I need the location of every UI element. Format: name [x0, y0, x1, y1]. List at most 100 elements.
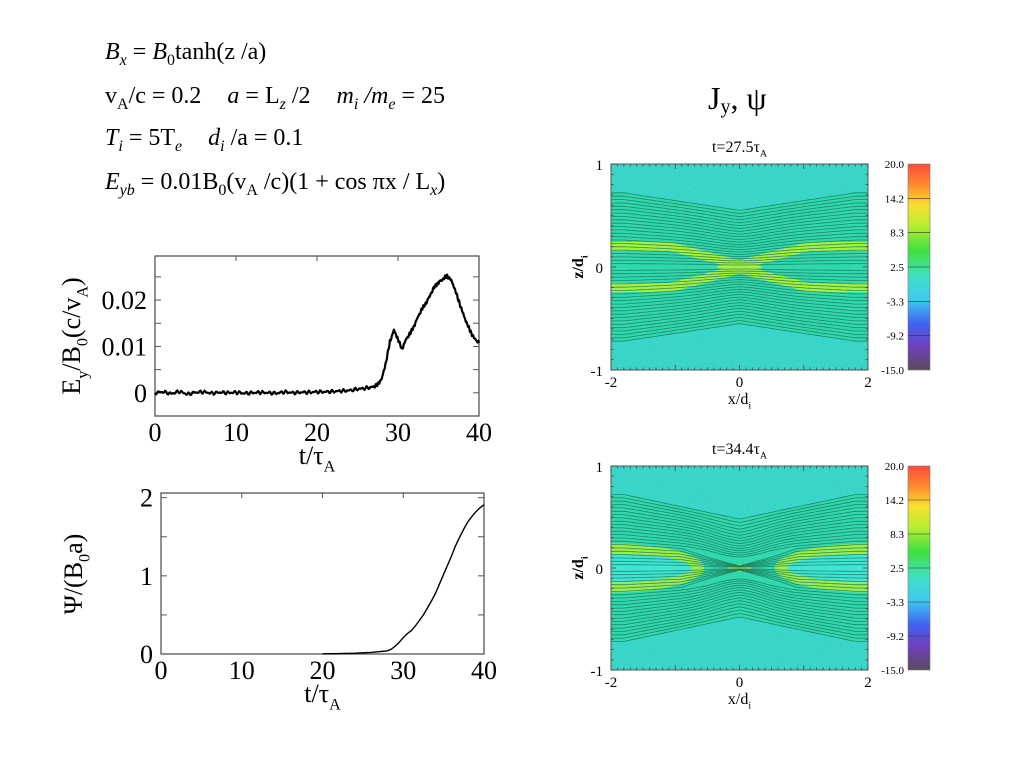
equation-eyb: Eyb = 0.01B0(vA /c)(1 + cos πx / Lx) — [105, 169, 446, 199]
equation-bx: Bx = B0tanh(z /a) — [105, 39, 267, 69]
plot-title: t=27.5τA — [712, 139, 768, 159]
panel-title: Jy, ψ — [708, 80, 767, 118]
contour-line — [611, 283, 868, 295]
contour-line — [611, 286, 868, 298]
colorbar-label: 2.5 — [890, 262, 904, 274]
contour-line — [611, 202, 868, 221]
plot-area — [611, 466, 868, 670]
contour-line — [611, 600, 868, 626]
contour-line — [611, 580, 868, 599]
contour-line — [611, 603, 868, 629]
contour-line — [611, 288, 868, 302]
contour-line — [611, 291, 868, 305]
colorbar-label: -9.2 — [887, 631, 904, 643]
y-tick-label: 1 — [596, 158, 604, 174]
contour-line — [611, 517, 868, 542]
x-tick-label: 20 — [310, 656, 336, 685]
contour-line — [611, 494, 868, 520]
contour-line — [611, 616, 868, 642]
x-axis-label: x/di — [728, 391, 751, 411]
contour-line — [611, 226, 868, 241]
contour-line — [611, 281, 868, 291]
colorbar-label: -3.3 — [887, 597, 905, 609]
plot-title: t=34.4τA — [712, 441, 768, 461]
x-tick-label: 30 — [390, 656, 416, 685]
contour-line — [611, 256, 868, 262]
contour-line — [611, 582, 868, 602]
x-axis-label: x/di — [728, 691, 751, 711]
contour-line — [611, 313, 868, 332]
contour-line — [611, 606, 868, 632]
contour-line — [611, 205, 868, 224]
contour-line — [611, 222, 868, 238]
x-tick-label: 40 — [466, 418, 492, 447]
contour-line — [611, 609, 868, 636]
colorbar-label: 20.0 — [885, 461, 905, 473]
colorbar-label: -15.0 — [881, 365, 904, 377]
contour-line — [611, 304, 868, 322]
contour-line — [611, 520, 868, 545]
y-tick-label: 2 — [140, 484, 153, 513]
contour-line — [611, 274, 868, 281]
y-tick-label: 0.02 — [102, 286, 148, 315]
contour-line — [611, 597, 868, 622]
contour-line — [611, 239, 868, 251]
y-tick-label: 0 — [140, 640, 153, 669]
contour-line — [611, 524, 868, 547]
contour-line — [611, 243, 868, 253]
colorbar-label: 8.3 — [890, 529, 904, 541]
ey-line-chart: 0 10 20 30 40 0 0.01 0.02 t/τA Ey/B0(c/vA) — [57, 255, 492, 475]
contour-line — [611, 527, 868, 550]
y-tick-label: 1 — [596, 460, 604, 476]
x-axis-label: t/τA — [299, 441, 336, 475]
y-tick-label: -1 — [591, 664, 604, 680]
x-point-region — [717, 263, 762, 271]
contour-line — [611, 510, 868, 536]
contour-line — [611, 504, 868, 530]
contour-line — [611, 307, 868, 325]
contour-line — [611, 236, 868, 248]
y-axis-label: Ψ/(B0a) — [59, 534, 93, 615]
contour-line — [611, 263, 868, 266]
contour-line — [611, 270, 868, 275]
x-tick-label: -2 — [605, 675, 618, 691]
contour-line — [611, 246, 868, 255]
island-core — [611, 553, 692, 583]
colorbar-label: 8.3 — [890, 228, 904, 240]
y-tick-label: -1 — [591, 364, 604, 380]
y-tick-label: 1 — [140, 562, 153, 591]
equation-params-1: vA/c = 0.2 a = Lz /2 mi /me = 25 — [105, 83, 445, 113]
y-tick-label: 0 — [596, 261, 604, 277]
contour-line — [611, 293, 868, 308]
y-tick-label: 0 — [596, 562, 604, 578]
contour-line — [611, 507, 868, 533]
x-tick-label: 0 — [736, 675, 744, 691]
x-tick-label: -2 — [605, 375, 618, 391]
contour-line — [611, 544, 868, 567]
psi-line-chart: 0 10 20 30 40 0 1 2 t/τA Ψ/(B0a) — [59, 484, 497, 714]
contour-line — [611, 302, 868, 318]
x-tick-label: 10 — [229, 656, 255, 685]
contour-line — [611, 272, 868, 278]
island-core — [787, 553, 868, 583]
contour-line — [611, 229, 868, 243]
contour-line — [611, 232, 868, 246]
colorbar-label: -15.0 — [881, 665, 904, 677]
contour-line — [611, 594, 868, 619]
contour-line — [611, 296, 868, 312]
y-axis-label: z/di — [570, 556, 590, 579]
contour-line — [611, 589, 868, 612]
colorbar-label: 14.2 — [885, 193, 904, 205]
contour-line — [611, 249, 868, 258]
jy-contour-plot-t27: -2 0 2 -1 0 1 x/di z/di t=27.5τA 20.0 14.2 8.3 2.5 -3… — [570, 139, 931, 411]
contour-line — [611, 216, 868, 232]
jy-contour-plot-t34: -2 0 2 -1 0 1 x/di z/di t=34.4τA 20.0 14.2 8.3 2.5 -3… — [570, 441, 931, 711]
contour-line — [611, 530, 868, 552]
series-line-E_y — [154, 273, 481, 397]
y-axis-label: Ey/B0(c/vA) — [57, 277, 91, 394]
contour-line — [611, 195, 868, 214]
contour-line — [611, 497, 868, 523]
contour-line — [611, 323, 868, 342]
x-tick-label: 0 — [149, 418, 162, 447]
